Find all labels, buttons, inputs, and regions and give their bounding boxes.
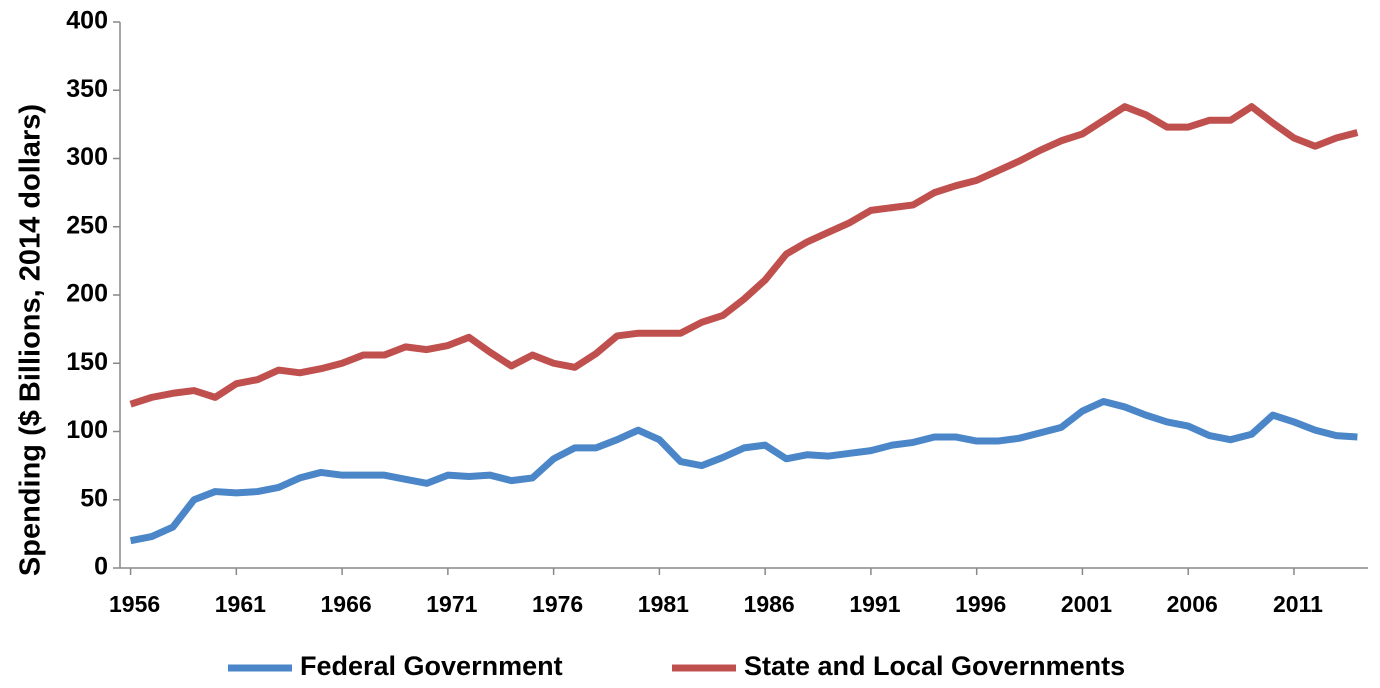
y-tick-label: 0 xyxy=(94,553,108,581)
x-tick-label: 2011 xyxy=(1273,591,1323,617)
x-tick-label: 1966 xyxy=(321,591,372,617)
legend-label: State and Local Governments xyxy=(744,651,1125,681)
x-tick-label: 1986 xyxy=(744,591,795,617)
line-series xyxy=(129,397,1358,545)
line-series xyxy=(129,103,1359,408)
x-tick-label: 1981 xyxy=(638,591,689,617)
y-tick-label: 150 xyxy=(66,348,108,376)
y-tick-label: 200 xyxy=(66,280,108,308)
legend-label: Federal Government xyxy=(300,651,563,681)
y-tick-label: 400 xyxy=(66,7,108,35)
x-tick-label: 1996 xyxy=(955,591,1006,617)
y-axis-label: Spending ($ Billions, 2014 dollars) xyxy=(15,104,47,576)
y-tick-label: 350 xyxy=(66,75,108,103)
x-tick-label: 1956 xyxy=(109,591,160,617)
x-tick-label: 2006 xyxy=(1167,591,1218,617)
y-tick-label: 100 xyxy=(66,416,108,444)
y-tick-label: 300 xyxy=(66,143,108,171)
x-tick-label: 2001 xyxy=(1061,591,1112,617)
x-tick-label: 1991 xyxy=(849,591,900,617)
x-tick-label: 1976 xyxy=(532,591,583,617)
y-tick-label: 50 xyxy=(80,484,108,512)
x-tick-label: 1971 xyxy=(426,591,477,617)
x-tick-label: 1961 xyxy=(215,591,266,617)
y-tick-label: 250 xyxy=(66,211,108,239)
